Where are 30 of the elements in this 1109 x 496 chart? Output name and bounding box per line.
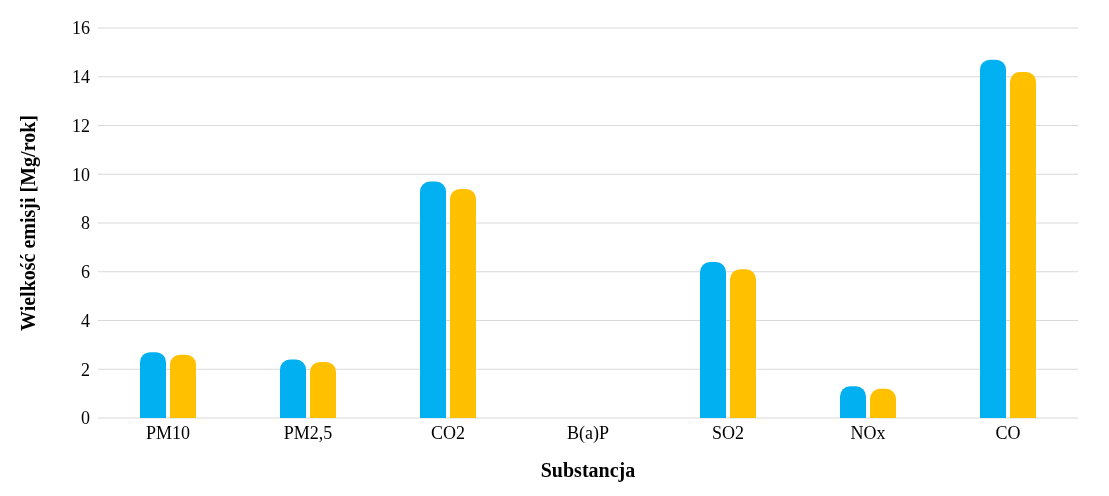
x-tick-label: SO2 [711, 422, 745, 443]
bar [310, 361, 336, 418]
y-tick-label: 6 [81, 262, 90, 283]
bar [870, 388, 896, 418]
y-axis-title: Wielkość emisji [Mg/rok] [17, 115, 41, 331]
bar [450, 188, 476, 418]
x-tick-label: B(a)P [567, 422, 609, 444]
x-tick-label: NOx [850, 422, 886, 443]
x-tick-label: CO2 [430, 422, 466, 443]
x-tick-label: CO [995, 422, 1021, 443]
bar [1010, 71, 1036, 418]
y-tick-label: 8 [81, 213, 90, 234]
bar [730, 269, 756, 418]
x-axis-title: Substancja [540, 459, 636, 483]
y-tick-label: 12 [72, 115, 90, 136]
y-tick-label: 14 [72, 67, 90, 88]
y-tick-label: 4 [81, 310, 90, 331]
bar [140, 352, 166, 418]
y-tick-label: 10 [72, 164, 90, 185]
y-tick-label: 16 [72, 18, 90, 39]
y-tick-label: 0 [81, 408, 90, 429]
x-tick-label: PM2,5 [283, 422, 333, 443]
bar [840, 386, 866, 418]
bar [170, 354, 196, 418]
x-tick-label: PM10 [145, 422, 191, 443]
bar [700, 262, 726, 418]
bar [280, 359, 306, 418]
bar [980, 59, 1006, 418]
y-tick-label: 2 [81, 359, 90, 380]
bar [420, 181, 446, 418]
